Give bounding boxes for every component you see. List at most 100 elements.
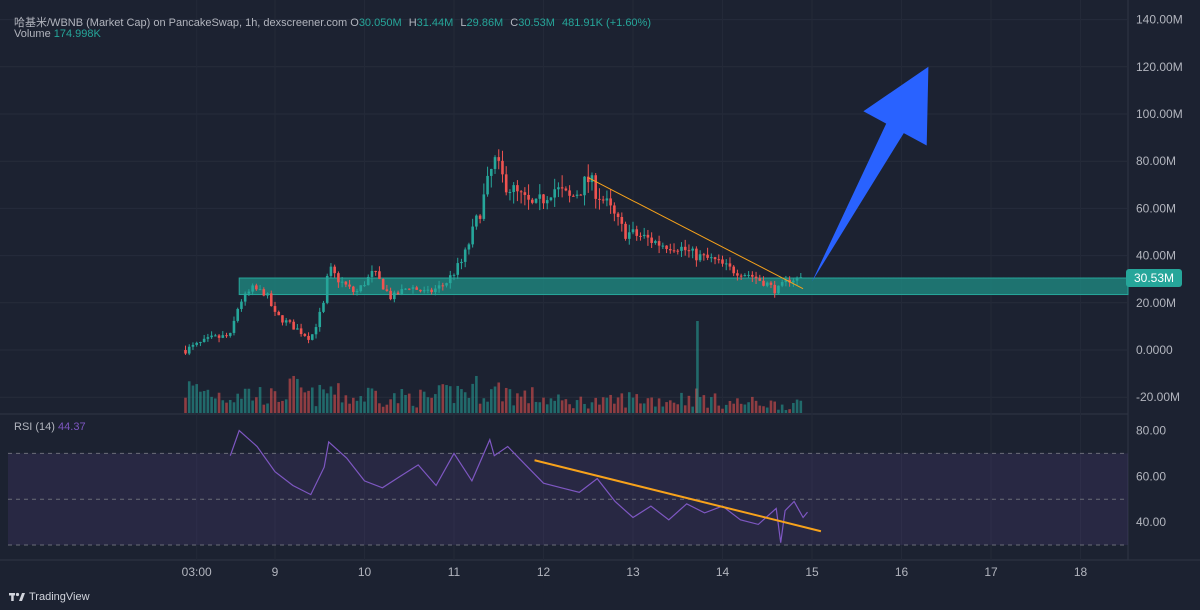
volume-bar xyxy=(609,394,612,413)
candle-body xyxy=(352,286,355,292)
volume-bar xyxy=(463,392,467,413)
volume-bar xyxy=(698,397,702,413)
volume-bar xyxy=(516,393,519,413)
candle-body xyxy=(322,302,325,312)
candle-body xyxy=(422,290,426,292)
volume-bar xyxy=(199,391,202,413)
volume-bar xyxy=(258,387,262,413)
volume-bar xyxy=(676,404,680,413)
volume-bar xyxy=(236,393,240,413)
candle-body xyxy=(691,248,694,251)
x-tick-label: 17 xyxy=(984,565,998,579)
volume-bar xyxy=(717,405,721,413)
candle-body xyxy=(296,328,299,330)
candle-body xyxy=(620,216,624,224)
candle-body xyxy=(288,320,292,322)
candle-body xyxy=(303,334,307,336)
candle-body xyxy=(613,205,616,214)
volume-bar xyxy=(665,402,668,413)
volume-bar xyxy=(792,402,795,413)
candle-body xyxy=(508,192,512,194)
high-value: 31.44M xyxy=(416,17,454,29)
volume-bar xyxy=(478,403,482,413)
tradingview-logo[interactable]: TradingView xyxy=(9,591,90,603)
volume-bar xyxy=(531,387,534,413)
x-tick-label: 16 xyxy=(895,565,909,579)
x-tick-label: 15 xyxy=(805,565,819,579)
volume-bar xyxy=(415,407,419,413)
symbol-title[interactable]: 哈基米/WBNB (Market Cap) on PancakeSwap, 1h… xyxy=(14,17,348,29)
candle-body xyxy=(255,285,258,290)
rsi-tick-label: 80.00 xyxy=(1136,424,1166,438)
volume-bar xyxy=(564,399,568,413)
volume-bar xyxy=(240,398,243,413)
volume-bar xyxy=(586,408,590,413)
candle-body xyxy=(269,293,273,307)
volume-bar xyxy=(777,409,780,413)
candle-body xyxy=(184,350,187,354)
low-value: 29.86M xyxy=(466,17,504,29)
volume-bar xyxy=(255,397,258,413)
y-tick-label: 140.00M xyxy=(1136,13,1183,27)
volume-bar xyxy=(195,384,198,413)
volume-bar xyxy=(318,384,322,413)
candle-body xyxy=(717,259,721,261)
volume-bar xyxy=(430,397,433,413)
volume-bar xyxy=(519,396,523,413)
candle-body xyxy=(598,198,601,200)
volume-bar xyxy=(385,404,389,413)
volume-bar xyxy=(657,398,661,413)
x-tick-label: 9 xyxy=(272,565,279,579)
volume-bar xyxy=(191,385,195,413)
candle-body xyxy=(572,195,575,197)
candle-body xyxy=(426,289,430,291)
volume-bar xyxy=(493,386,497,413)
candle-body xyxy=(385,289,389,291)
volume-bar xyxy=(221,400,225,413)
candle-body xyxy=(337,273,340,283)
candle-body xyxy=(407,288,411,290)
candle-body xyxy=(583,176,586,196)
candle-body xyxy=(743,274,747,277)
volume-bar xyxy=(448,386,452,413)
candle-body xyxy=(542,194,545,204)
volume-bar xyxy=(434,394,437,413)
up-arrow-annotation xyxy=(812,66,929,282)
candle-body xyxy=(441,285,445,287)
volume-bar xyxy=(534,401,538,413)
x-tick-label: 03:00 xyxy=(182,565,212,579)
candle-body xyxy=(668,249,672,251)
volume-bar xyxy=(646,398,650,413)
volume-bar xyxy=(187,381,191,413)
candle-body xyxy=(318,311,322,328)
volume-bar xyxy=(460,389,463,413)
volume-bar xyxy=(504,387,508,413)
volume-bar xyxy=(780,404,784,413)
candle-body xyxy=(728,263,732,267)
volume-bar xyxy=(307,390,310,413)
candle-body xyxy=(281,315,284,323)
candle-body xyxy=(635,229,639,236)
volume-bar xyxy=(266,403,269,413)
rsi-label[interactable]: RSI (14) xyxy=(14,421,55,433)
candle-body xyxy=(799,277,803,279)
volume-bar xyxy=(381,406,385,413)
candle-body xyxy=(363,285,366,287)
candle-body xyxy=(564,188,568,191)
volume-bar xyxy=(769,400,773,413)
candle-body xyxy=(221,335,225,338)
volume-bar xyxy=(393,393,396,413)
volume-bar xyxy=(296,378,299,413)
volume-bar xyxy=(202,390,206,413)
volume-bar xyxy=(799,400,803,413)
candle-body xyxy=(236,308,240,321)
volume-bar xyxy=(687,395,691,413)
volume-bar xyxy=(642,403,646,413)
candle-body xyxy=(736,273,739,276)
x-tick-label: 14 xyxy=(716,565,730,579)
volume-bar xyxy=(407,393,411,413)
candle-body xyxy=(292,321,295,330)
volume-bar xyxy=(743,404,747,413)
drawings xyxy=(534,66,1128,533)
candle-body xyxy=(381,278,385,290)
